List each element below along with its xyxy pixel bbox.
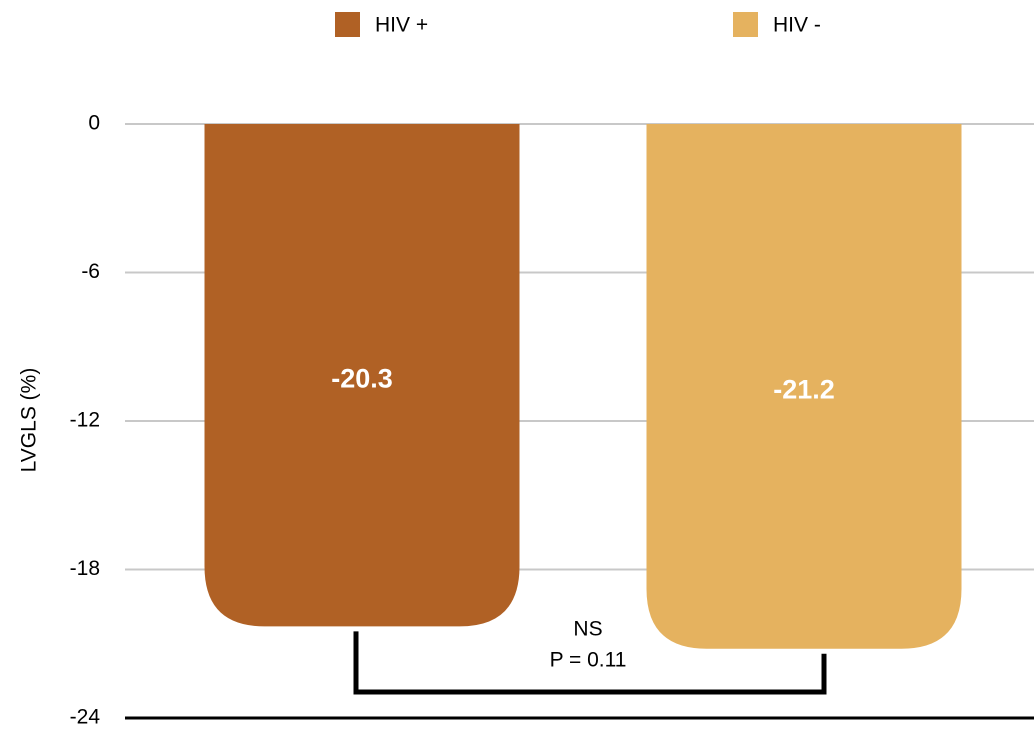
annotation: P = 0.11 bbox=[550, 649, 627, 672]
bar bbox=[646, 124, 962, 649]
legend-label: HIV + bbox=[375, 14, 428, 37]
y-tick-label: -18 bbox=[70, 557, 100, 580]
y-tick-label: -6 bbox=[81, 260, 100, 283]
y-tick-label: -12 bbox=[70, 409, 100, 432]
annotation: NS bbox=[573, 618, 602, 641]
legend-swatch bbox=[733, 12, 758, 37]
y-axis-label: LVGLS (%) bbox=[18, 368, 41, 473]
legend-label: HIV - bbox=[773, 14, 821, 37]
legend-swatch bbox=[335, 12, 360, 37]
y-tick-label: 0 bbox=[88, 112, 100, 135]
significance-bracket bbox=[353, 631, 827, 695]
data-label: -20.3 bbox=[331, 363, 393, 393]
data-label: -21.2 bbox=[773, 374, 835, 404]
y-tick-label: -24 bbox=[70, 706, 101, 729]
bar bbox=[204, 124, 520, 627]
